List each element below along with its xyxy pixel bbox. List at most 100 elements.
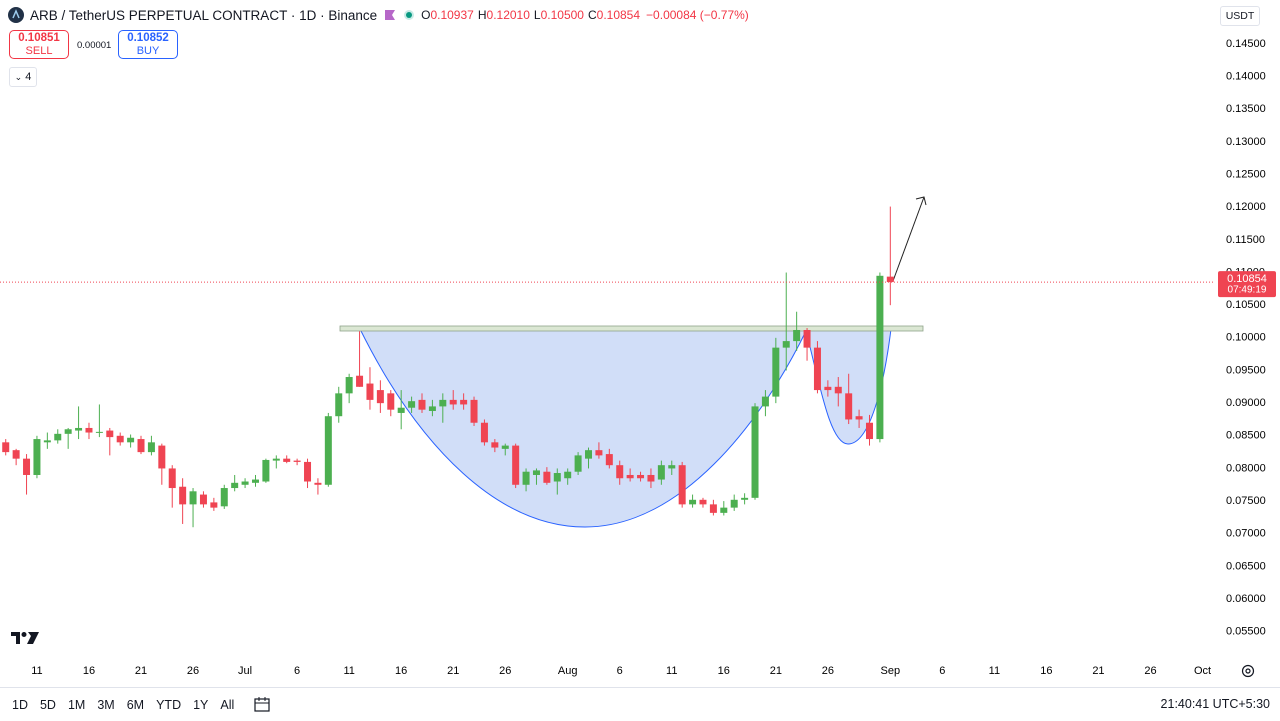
y-tick-label: 0.12500 [1226,168,1266,180]
range-buttons: 1D 5D 1M 3M 6M YTD 1Y All [0,698,234,712]
candle-body [54,433,62,441]
spread: 0.00001 [77,40,112,51]
candle-body [772,347,780,397]
y-tick-label: 0.10000 [1226,332,1266,344]
x-tick-label: 11 [343,665,354,677]
buy-button[interactable]: 0.10852 BUY [118,30,178,59]
clock: 21:40:41 UTC+5:30 [1160,697,1270,711]
range-button[interactable]: 1Y [193,697,209,712]
y-tick-label: 0.06500 [1226,560,1266,572]
candle-body [491,442,499,448]
ohlc-value: 0.10937 [430,8,474,22]
x-tick-label: 16 [718,665,730,677]
candle-body [564,471,572,479]
y-tick-label: 0.05500 [1226,626,1266,638]
candle-body [803,330,811,348]
ohlc-value: 0.10500 [540,8,584,22]
indicators-toggle[interactable]: ⌄ 4 [9,67,37,87]
flag-icon[interactable] [383,8,397,22]
candle-body [449,399,457,405]
sell-button[interactable]: 0.10851 SELL [9,30,69,59]
candle-body [272,458,280,461]
ohlc-label: H [477,8,487,22]
y-tick-label: 0.12000 [1226,201,1266,213]
candle-body [12,450,20,459]
candle-body [793,330,801,342]
x-tick-label: 16 [395,665,407,677]
x-tick-label: 11 [666,665,677,677]
symbol-title[interactable]: ARB / TetherUS PERPETUAL CONTRACT · 1D ·… [30,7,378,23]
ohlc-item: O0.10937 [421,8,474,22]
candle-body [532,470,540,475]
range-button[interactable]: All [220,697,235,712]
indicators-count: 4 [25,71,32,83]
y-tick-label: 0.07500 [1226,495,1266,507]
candle-body [210,502,218,508]
candle-body [813,347,821,391]
candle-body [751,406,759,498]
range-button[interactable]: 6M [126,697,145,712]
y-tick-label: 0.10500 [1226,299,1266,311]
candle-body [116,435,124,443]
ohlc-item: L0.10500 [534,8,584,22]
candle-body [95,431,103,433]
candle-body [33,439,41,475]
range-button[interactable]: 5D [39,697,56,712]
candle-body [595,450,603,456]
candle-body [657,465,665,480]
x-tick-label: 26 [499,665,511,677]
ohlc-value: 0.12010 [486,8,530,22]
range-button[interactable]: YTD [156,697,182,712]
candle-body [137,439,145,453]
range-button[interactable]: 3M [97,697,115,712]
candle-body [845,393,853,420]
candle-body [480,422,488,443]
y-tick-label: 0.09500 [1226,364,1266,376]
y-tick-label: 0.14500 [1226,38,1266,50]
candle-body [876,275,884,440]
candle-body [231,482,239,489]
candle-body [834,386,842,394]
ohlc-legend: O0.10937 H0.12010 L0.10500 C0.10854 [421,8,640,22]
settings-icon[interactable] [1241,664,1255,678]
arrow-head [915,196,927,206]
range-button[interactable]: 1D [12,697,28,712]
x-tick-label: 16 [83,665,95,677]
candle-body [761,396,769,407]
last-price-label: 0.10854 [1227,273,1267,285]
candle-body [262,459,270,482]
date-range-icon[interactable] [252,695,272,715]
candle-body [283,458,291,462]
header: ARB / TetherUS PERPETUAL CONTRACT · 1D ·… [8,4,749,26]
candle-body [709,504,717,513]
candle-body [574,455,582,472]
candle-body [75,427,83,431]
candle-body [43,440,51,443]
buy-price: 0.10852 [127,32,169,44]
candle-body [865,422,873,440]
y-tick-label: 0.09000 [1226,397,1266,409]
candle-body [699,499,707,505]
range-button[interactable]: 1M [67,697,86,712]
candle-body [251,479,259,483]
last-price-box [1218,271,1276,298]
candle-body [220,488,228,507]
candle-body [470,399,478,423]
x-tick-label: 26 [187,665,199,677]
candle-body [553,473,561,482]
sell-label: SELL [25,45,53,57]
y-tick-label: 0.14000 [1226,71,1266,83]
currency-button[interactable]: USDT [1220,6,1260,26]
candle-body [439,399,447,407]
candle-body [460,399,468,405]
x-tick-label: 21 [447,665,459,677]
ohlc-label: O [421,8,431,22]
x-tick-label: 26 [1144,665,1156,677]
y-tick-label: 0.08000 [1226,462,1266,474]
x-tick-label: 21 [1092,665,1104,677]
candle-body [241,481,249,485]
candle-body [376,390,384,404]
y-tick-label: 0.13500 [1226,103,1266,115]
